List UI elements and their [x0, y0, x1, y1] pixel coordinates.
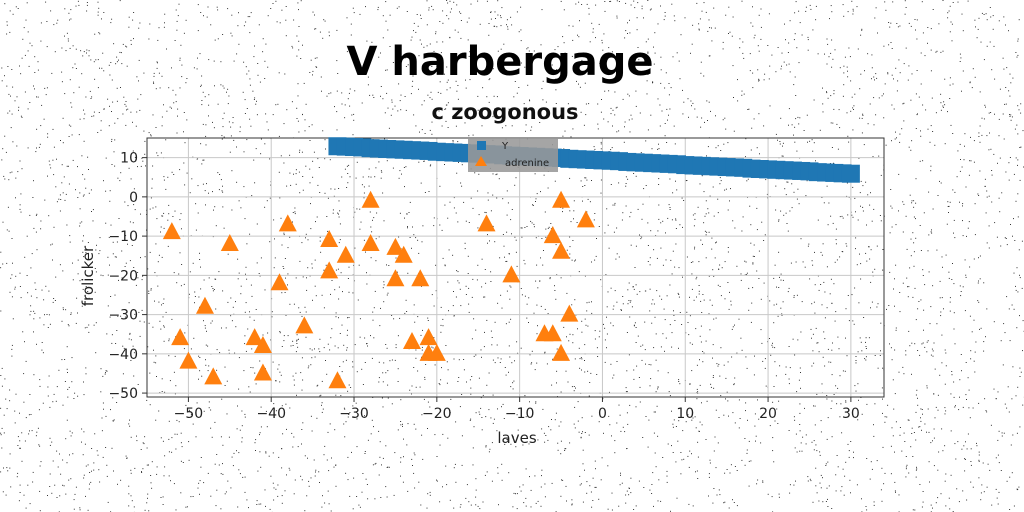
- x-tick-label: −40: [256, 406, 286, 422]
- data-point-adrenine: [195, 296, 214, 314]
- legend: Y adrenine: [468, 137, 558, 172]
- data-point-adrenine: [552, 241, 571, 259]
- data-point-adrenine: [560, 304, 579, 322]
- data-point-adrenine: [543, 324, 562, 342]
- x-tick-label: 0: [598, 406, 607, 422]
- data-point-adrenine: [320, 230, 339, 248]
- data-point-adrenine: [253, 335, 272, 353]
- data-point-adrenine: [328, 371, 347, 389]
- legend-label-y: Y: [501, 141, 509, 152]
- data-point-adrenine: [552, 190, 571, 208]
- data-point-adrenine: [402, 332, 421, 350]
- data-point-adrenine: [502, 265, 521, 283]
- data-point-adrenine: [361, 233, 380, 251]
- data-point-adrenine: [320, 261, 339, 279]
- data-point-adrenine: [386, 269, 405, 287]
- chart-title: V harbergage: [347, 39, 654, 85]
- data-point-adrenine: [419, 328, 438, 346]
- data-point-adrenine: [171, 328, 190, 346]
- x-tick-label: 10: [676, 406, 694, 422]
- y-tick-label: 0: [129, 190, 138, 206]
- data-point-y: [841, 164, 860, 183]
- y-tick-label: −30: [108, 308, 138, 324]
- x-axis-label: laves: [497, 429, 536, 447]
- y-tick-label: −40: [108, 347, 138, 363]
- y-tick-label: 10: [120, 151, 138, 167]
- data-point-adrenine: [179, 351, 198, 369]
- plot-area: −50 −40 −30 −20 −10 0 10 20 30 10 0 −10 −20 −30 −40 −50: [108, 137, 885, 422]
- x-tick-label: −30: [339, 406, 369, 422]
- y-axis-label: frolicker: [79, 245, 97, 306]
- y-tick-label: −10: [108, 229, 138, 245]
- data-point-adrenine: [204, 367, 223, 385]
- y-tick-label: −50: [108, 386, 138, 402]
- x-tick-label: 20: [759, 406, 777, 422]
- y-tick-label: −20: [108, 268, 138, 284]
- x-tick-label: −10: [505, 406, 535, 422]
- data-point-adrenine: [220, 233, 239, 251]
- legend-marker-y: [477, 141, 486, 150]
- data-point-adrenine: [295, 316, 314, 334]
- data-point-adrenine: [253, 363, 272, 381]
- data-point-adrenine: [245, 328, 264, 346]
- data-point-adrenine: [386, 237, 405, 255]
- data-point-adrenine: [336, 245, 355, 263]
- data-point-adrenine: [278, 214, 297, 232]
- legend-marker-adrenine: [475, 156, 487, 166]
- data-point-adrenine: [361, 190, 380, 208]
- data-point-adrenine: [270, 273, 289, 291]
- data-point-adrenine: [543, 226, 562, 244]
- data-point-adrenine: [477, 214, 496, 232]
- data-point-adrenine: [411, 269, 430, 287]
- data-point-adrenine: [552, 343, 571, 361]
- x-tick-label: −50: [174, 406, 204, 422]
- data-point-adrenine: [427, 343, 446, 361]
- data-point-adrenine: [162, 222, 181, 240]
- data-point-adrenine: [576, 210, 595, 228]
- x-tick-label: −20: [422, 406, 452, 422]
- data-point-adrenine: [394, 245, 413, 263]
- legend-label-adrenine: adrenine: [505, 158, 549, 169]
- x-tick-label: 30: [842, 406, 860, 422]
- chart-subtitle: c zoogonous: [431, 100, 578, 124]
